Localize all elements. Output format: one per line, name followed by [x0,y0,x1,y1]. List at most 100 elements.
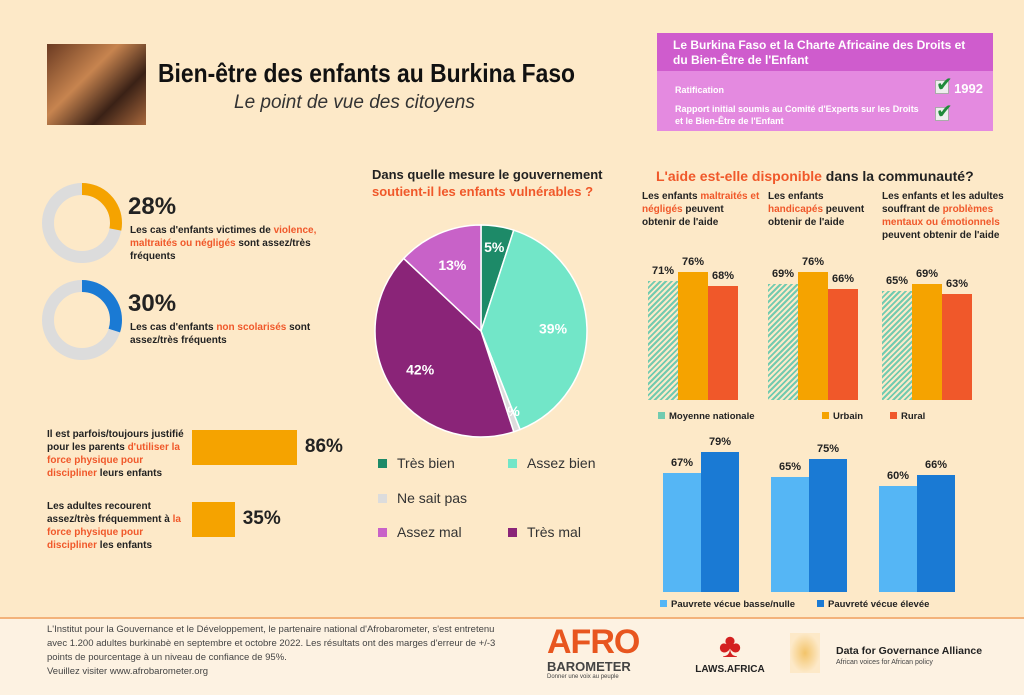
description-pre: Il est parfois/toujours justifié pour le… [47,429,184,453]
description-post: peuvent obtenir de l'aide [768,204,865,228]
footer-visit-link[interactable]: Veuillez visiter www.afrobarometer.org [47,666,209,677]
dga-logo: Data for Governance Alliance African voi… [836,645,982,666]
pie-legend-item: Ne sait pas [378,490,467,506]
bar [648,280,678,400]
bar-value-label: 63% [945,278,969,291]
footer-methodology: L'Institut pour la Gouvernance et le Dév… [47,624,496,663]
bar [678,272,708,400]
bar1-title: dans la communauté? [821,168,974,184]
bar-value-label: 69% [771,268,795,281]
force-percent: 86% [304,436,343,457]
description-post: les enfants [97,540,153,551]
force-bar [192,502,235,537]
legend-label: Assez bien [527,455,596,471]
laws-africa-logo: ♣ LAWS.AFRICA [695,628,765,675]
bar-value-label: 69% [915,268,939,281]
pie-slice [402,224,482,333]
pie-slice-label: 39% [539,321,568,337]
description-post: peuvent obtenir de l'aide [642,204,724,228]
description-hl: maltraités et négligés [642,191,760,215]
description-pre: Les cas d'enfants [130,322,217,333]
legend-label: Assez mal [397,524,462,540]
ratification-year: 1992 [954,81,983,96]
legend-label: Rural [901,411,926,422]
report-label: Rapport initial soumis au Comité d'Exper… [675,104,919,126]
tree-icon: ♣ [718,627,742,665]
footer [0,617,1024,695]
legend-swatch [817,600,824,607]
bar2-legend-item: Pauvreté vécue élevée [817,599,929,610]
description-post: leurs enfants [97,468,163,479]
donut-value-arc [42,183,122,263]
description-hl: la force physique pour discipliner [47,514,181,551]
description-hl: handicapés [768,204,824,215]
laws-logo-text: LAWS.AFRICA [695,664,765,675]
donut-chart [42,183,122,263]
legend-label: Très mal [527,524,581,540]
bar [771,476,809,592]
donut-chart [42,280,122,360]
pie-slice-label: 5% [484,239,505,255]
legend-label: Moyenne nationale [669,411,755,422]
bar2-legend-item: Pauvrete vécue basse/nulle [660,599,795,610]
legend-swatch [822,412,829,419]
bar-value-label: 76% [681,256,705,269]
bar [912,284,942,400]
dga-tagline: African voices for African policy [836,659,933,666]
bar1-legend-item: Urbain [822,411,863,422]
bar1-legend-item: Rural [890,411,925,422]
legend-swatch [658,412,665,419]
afro-logo-text: AFRO [547,623,640,661]
page-title: Bien-être des enfants au Burkina Faso [158,58,576,88]
legend-label: Urbain [833,411,864,422]
bar-value-label: 66% [924,459,948,472]
legend-swatch [508,459,517,468]
description-post: sont assez/très fréquents [130,238,311,262]
force-percent: 35% [242,508,281,529]
check-icon [935,72,953,97]
afro-logo-sub: BAROMETER [547,659,631,674]
bar [663,473,701,592]
description: Les cas d'enfants non scolarisés sont as… [130,321,340,347]
bar [917,475,955,592]
pie-legend-item: Très bien [378,455,455,471]
bar-value-label: 79% [708,436,732,449]
description-post: peuvent obtenir de l'aide [882,230,1000,241]
bar [708,285,738,400]
pie-legend-item: Très mal [508,524,581,540]
bar-value-label: 68% [711,269,735,282]
description-hl: d'utiliser la force physique pour discip… [47,442,180,479]
bar [768,284,798,400]
charter-title: Le Burkina Faso et la Charte Africaine d… [657,33,993,71]
legend-swatch [890,412,897,419]
bar1-legend-item: Moyenne nationale [658,411,755,422]
bar1-title-highlight: L'aide est-elle disponible [656,168,822,184]
description-hl: problèmes mentaux ou émotionnels [882,204,1000,228]
afrobarometer-logo: AFRO BAROMETER Donner une voix au peuple [547,625,657,680]
legend-label: Très bien [397,455,455,471]
page-subtitle: Le point de vue des citoyens [234,92,475,113]
bar [879,485,917,592]
description-post: sont assez/très fréquents [130,322,311,346]
description: Les enfants handicapés peuvent obtenir d… [768,190,878,229]
africa-map-icon [790,633,820,673]
description: Les enfants maltraités et négligés peuve… [642,190,760,229]
charter-box: Le Burkina Faso et la Charte Africaine d… [657,33,993,131]
pie-slice-label: 13% [438,257,467,273]
bar-value-label: 65% [885,274,909,287]
pie-legend-item: Assez mal [378,524,462,540]
pie-title-highlight: soutient-il les enfants vulnérables ? [372,184,594,199]
description: Les cas d'enfants victimes de violence, … [130,224,340,263]
bar [809,459,847,592]
description-pre: Les cas d'enfants victimes de [130,225,274,236]
bar-value-label: 65% [778,460,802,473]
pie-title: Dans quelle mesure le gouvernement [372,167,603,182]
pie-chart: 5%39%1%42%13% [374,224,588,438]
pie-slice [480,229,588,431]
description-pre: Les adultes recourent assez/très fréquem… [47,501,173,525]
description-pre: Les enfants [642,191,701,202]
description-hl: violence, maltraités ou négligés [130,225,317,249]
bar-value-label: 71% [651,264,675,277]
bar-value-label: 60% [886,469,910,482]
description: Il est parfois/toujours justifié pour le… [47,428,189,480]
